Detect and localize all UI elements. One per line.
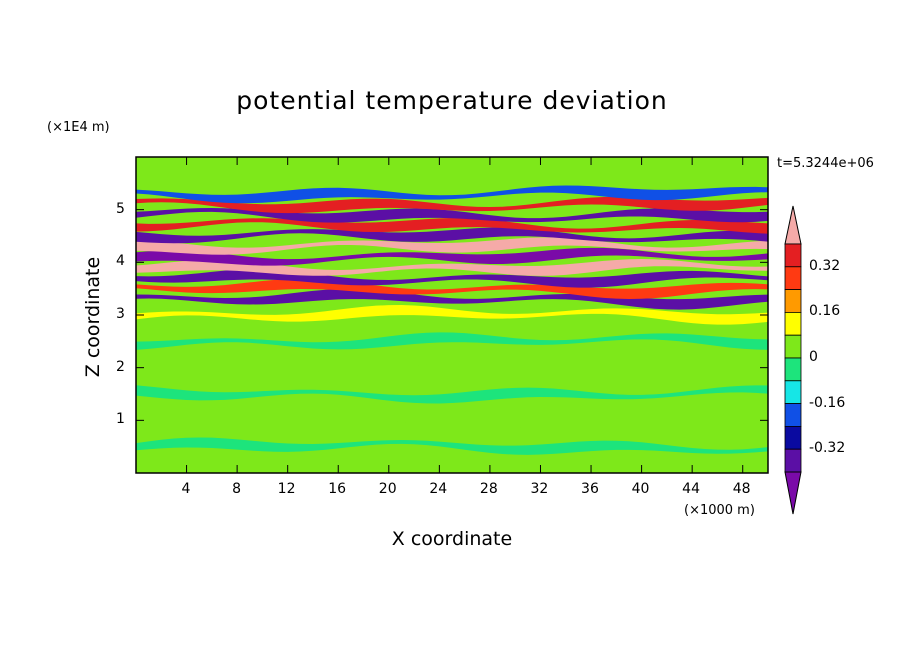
contour-band <box>136 227 768 244</box>
colorbar-swatch <box>784 311 802 336</box>
x-axis-label: X coordinate <box>391 528 513 550</box>
colorbar-swatch <box>784 266 802 290</box>
contour-band <box>136 437 768 455</box>
colorbar-top-arrow <box>784 205 802 245</box>
contour-band <box>136 218 768 234</box>
x-tick-label: 40 <box>631 481 650 497</box>
x-tick-label: 4 <box>181 481 191 497</box>
colorbar-swatch <box>784 334 802 359</box>
contour-band <box>136 196 768 214</box>
contour-band <box>136 169 768 188</box>
contour-band <box>136 359 768 377</box>
contour-band <box>136 247 768 266</box>
contour-band <box>136 385 768 404</box>
x-axis-unit: (×1000 m) <box>684 503 755 518</box>
x-tick-label: 32 <box>530 481 549 497</box>
y-axis-unit: (×1E4 m) <box>47 120 110 135</box>
x-tick-label: 16 <box>328 481 347 497</box>
chart-title: potential temperature deviation <box>236 86 668 115</box>
contour-band <box>136 278 768 299</box>
y-tick-label: 2 <box>116 358 125 375</box>
contour-band <box>136 208 768 223</box>
contour-band <box>136 305 768 325</box>
x-tick-label: 44 <box>682 481 700 497</box>
y-tick-label: 3 <box>116 306 125 322</box>
y-tick-label: 1 <box>116 411 125 428</box>
y-tick-label: 4 <box>116 253 125 270</box>
colorbar-label: -0.32 <box>809 440 846 457</box>
x-tick-label: 48 <box>732 481 751 497</box>
colorbar-swatch <box>784 403 802 427</box>
colorbar-bottom-arrow <box>784 471 802 515</box>
x-tick-label: 20 <box>378 481 397 497</box>
y-tick-label: 5 <box>116 200 125 217</box>
time-label: t=5.3244e+06 <box>777 156 874 171</box>
colorbar-swatch <box>784 448 802 473</box>
contour-band <box>136 332 768 350</box>
x-tick-label: 8 <box>232 481 242 497</box>
x-tick-label: 28 <box>479 481 498 497</box>
contour-band <box>136 410 768 430</box>
x-tick-label: 36 <box>581 481 599 497</box>
colorbar-swatch <box>784 380 802 404</box>
x-tick-label: 12 <box>277 481 296 497</box>
contour-band <box>136 237 768 255</box>
contour-band <box>136 259 768 276</box>
colorbar-swatch <box>784 243 802 268</box>
colorbar-swatch <box>784 289 802 313</box>
colorbar-swatch <box>784 425 802 450</box>
colorbar-label: 0 <box>809 349 818 365</box>
colorbar-swatch <box>784 357 802 382</box>
contour-band <box>136 288 768 310</box>
contour-band <box>136 185 768 204</box>
colorbar-label: -0.16 <box>809 394 846 411</box>
x-tick-label: 24 <box>429 481 448 497</box>
colorbar-label: 0.16 <box>809 303 841 320</box>
colorbar-label: 0.32 <box>809 257 841 274</box>
